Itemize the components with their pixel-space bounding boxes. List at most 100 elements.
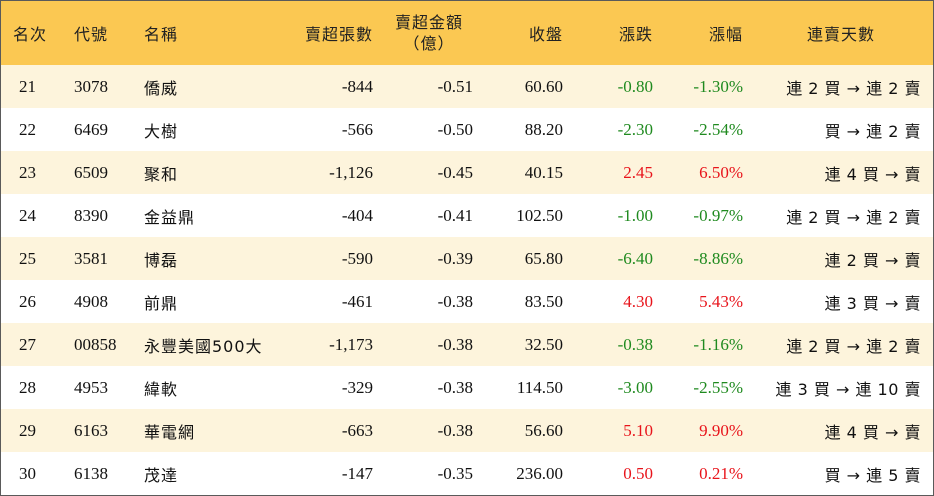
header-streak: 連賣天數 [806,25,875,44]
cell-change-pct: 5.43% [699,291,743,311]
cell-change: -0.38 [617,334,653,354]
cell-code: 8390 [74,205,108,225]
cell-rank: 29 [19,420,36,440]
cell-name: 前鼎 [144,293,179,313]
cell-streak: 連 2 買 → 賣 [824,250,921,270]
cell-code: 4908 [74,291,108,311]
cell-net-sell-amount: -0.45 [437,162,473,182]
cell-change-pct: -2.55% [693,377,743,397]
table-row: 30 6138 茂達 -147 -0.35 236.00 0.50 0.21% 買 → 連 5 … [1,452,933,495]
cell-rank: 21 [19,76,36,96]
table-row: 25 3581 博磊 -590 -0.39 65.80 -6.40 -8.86% 連 2 買 →… [1,237,933,280]
cell-streak: 連 3 買 → 賣 [824,293,921,313]
cell-streak: 連 2 買 → 連 2 賣 [786,207,921,227]
cell-code: 6138 [74,463,108,483]
cell-close: 60.60 [524,76,563,96]
cell-net-sell-lots: -1,126 [329,162,373,182]
cell-name: 緯軟 [144,379,179,399]
cell-streak: 連 2 買 → 連 2 賣 [786,78,921,98]
cell-rank: 26 [19,291,36,311]
cell-net-sell-lots: -147 [341,463,373,483]
cell-change-pct: -1.30% [693,76,743,96]
cell-name: 博磊 [144,250,179,270]
cell-name: 大樹 [144,121,179,141]
cell-streak: 連 2 買 → 連 2 賣 [786,336,921,356]
cell-streak: 買 → 連 5 賣 [824,465,921,485]
header-net-sell-lots: 賣超張數 [304,25,373,44]
cell-net-sell-amount: -0.35 [437,463,473,483]
cell-name: 華電網 [144,422,196,442]
cell-net-sell-amount: -0.38 [437,334,473,354]
cell-change: -0.80 [617,76,653,96]
cell-close: 114.50 [516,377,563,397]
cell-streak: 連 4 買 → 賣 [824,422,921,442]
cell-rank: 22 [19,119,36,139]
cell-code: 3581 [74,248,108,268]
cell-change: -2.30 [617,119,653,139]
cell-net-sell-amount: -0.39 [437,248,473,268]
cell-name: 金益鼎 [144,207,196,227]
header-close: 收盤 [528,25,563,44]
cell-rank: 25 [19,248,36,268]
cell-net-sell-amount: -0.38 [437,377,473,397]
cell-change-pct: 9.90% [699,420,743,440]
cell-code: 00858 [74,334,117,354]
cell-change: 4.30 [623,291,653,311]
cell-close: 40.15 [524,162,563,182]
cell-net-sell-lots: -566 [341,119,373,139]
cell-close: 102.50 [516,205,563,225]
cell-rank: 28 [19,377,36,397]
table-row: 29 6163 華電網 -663 -0.38 56.60 5.10 9.90% 連 4 買 → … [1,409,933,452]
cell-change: -1.00 [617,205,653,225]
cell-close: 83.50 [524,291,563,311]
cell-rank: 27 [19,334,36,354]
cell-net-sell-lots: -461 [341,291,373,311]
cell-rank: 23 [19,162,36,182]
header-change-pct: 漲幅 [708,25,743,44]
table-row: 28 4953 緯軟 -329 -0.38 114.50 -3.00 -2.55% 連 3 買 … [1,366,933,409]
cell-code: 6163 [74,420,108,440]
cell-code: 6469 [74,119,108,139]
cell-change: 2.45 [623,162,653,182]
cell-rank: 30 [19,463,36,483]
cell-change: -3.00 [617,377,653,397]
cell-change: -6.40 [617,248,653,268]
table-row: 24 8390 金益鼎 -404 -0.41 102.50 -1.00 -0.97% 連 2 買… [1,194,933,237]
cell-name: 永豐美國500大 [144,336,263,356]
cell-change-pct: -1.16% [693,334,743,354]
header-code: 代號 [74,25,109,44]
cell-close: 56.60 [524,420,563,440]
cell-change-pct: -8.86% [693,248,743,268]
cell-code: 6509 [74,162,108,182]
table-row: 23 6509 聚和 -1,126 -0.45 40.15 2.45 6.50% 連 4 買 →… [1,151,933,194]
cell-streak: 買 → 連 2 賣 [824,121,921,141]
table-row: 22 6469 大樹 -566 -0.50 88.20 -2.30 -2.54% 買 → 連 2… [1,108,933,151]
cell-net-sell-lots: -1,173 [329,334,373,354]
cell-change-pct: -2.54% [693,119,743,139]
table-header: 名次 代號 名稱 賣超張數 賣超金額 （億） 收盤 漲跌 漲幅 連賣天數 [1,1,933,65]
cell-streak: 連 3 買 → 連 10 賣 [775,379,921,399]
cell-change-pct: -0.97% [693,205,743,225]
header-rank: 名次 [13,25,48,44]
cell-streak: 連 4 買 → 賣 [824,164,921,184]
table-row: 26 4908 前鼎 -461 -0.38 83.50 4.30 5.43% 連 3 買 → 賣 [1,280,933,323]
cell-name: 聚和 [144,164,179,184]
cell-code: 4953 [74,377,108,397]
header-net-sell-amount-line1: 賣超金額 [394,13,463,32]
cell-net-sell-amount: -0.41 [437,205,473,225]
table-row: 21 3078 僑威 -844 -0.51 60.60 -0.80 -1.30% 連 2 買 →… [1,65,933,108]
header-change: 漲跌 [618,25,653,44]
cell-close: 65.80 [524,248,563,268]
cell-net-sell-amount: -0.38 [437,420,473,440]
header-net-sell-amount-line2: （億） [403,34,455,53]
cell-change: 5.10 [623,420,653,440]
cell-close: 32.50 [524,334,563,354]
cell-net-sell-lots: -590 [341,248,373,268]
cell-change-pct: 6.50% [699,162,743,182]
cell-code: 3078 [74,76,108,96]
cell-net-sell-lots: -404 [341,205,373,225]
cell-change-pct: 0.21% [699,463,743,483]
cell-name: 僑威 [144,78,179,98]
header-net-sell-amount: 賣超金額 （億） [385,1,473,65]
